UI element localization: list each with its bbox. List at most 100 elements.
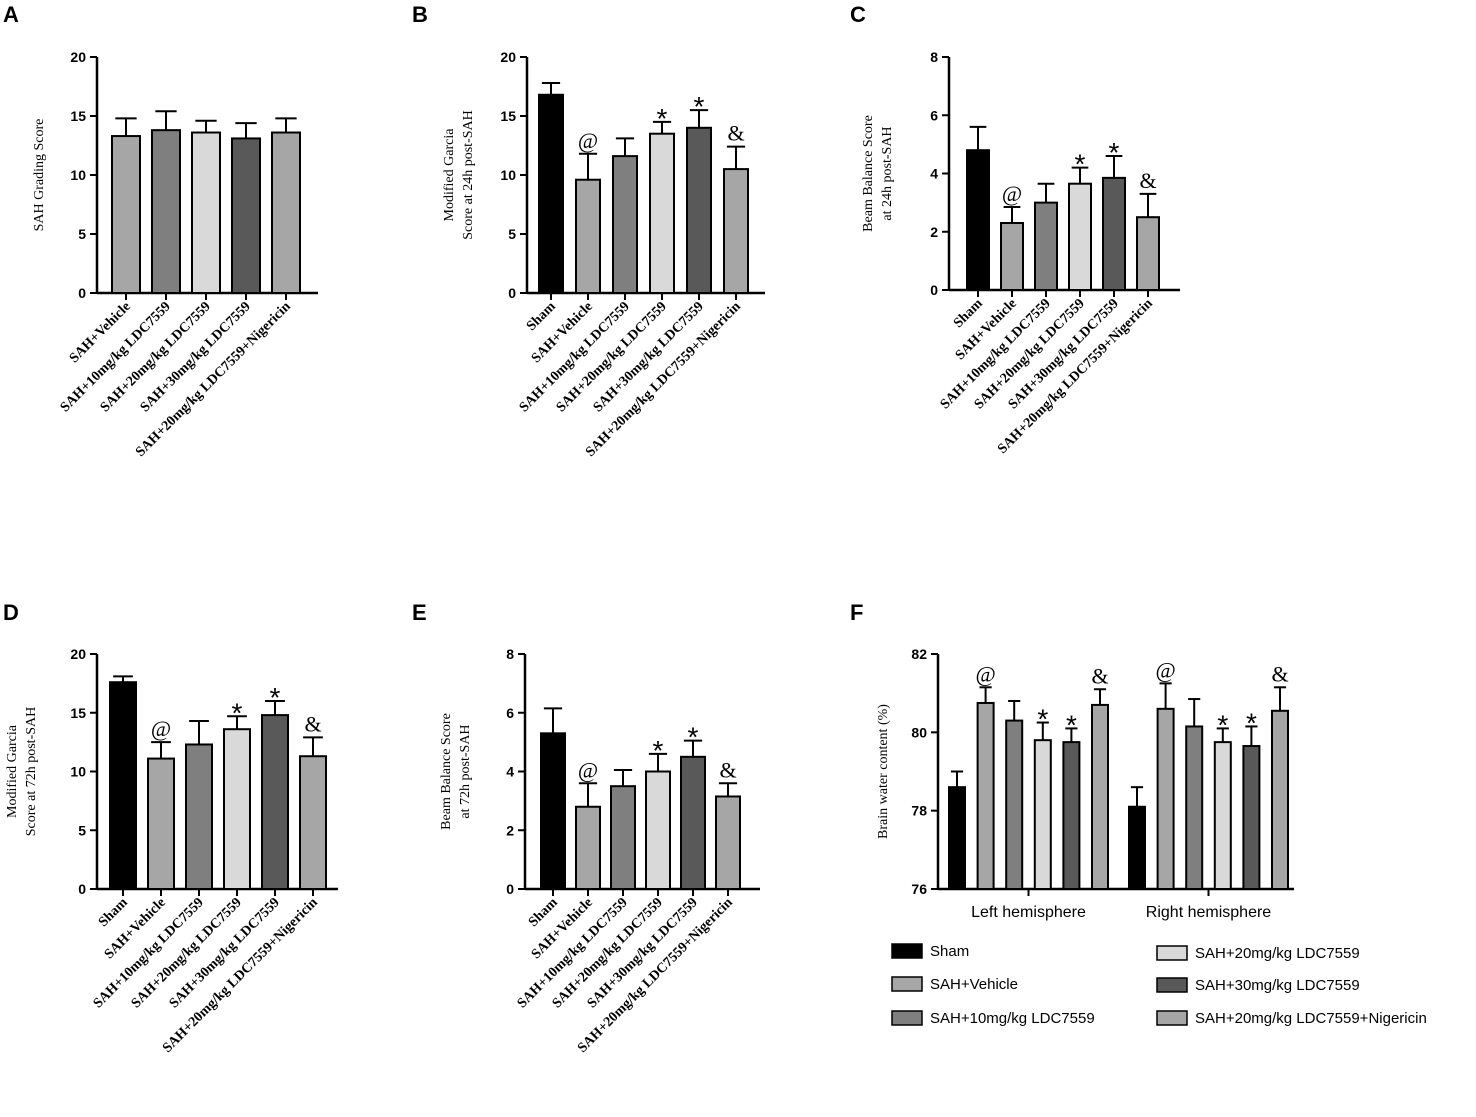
significance-marker: * [694, 91, 705, 122]
y-tick-label: 2 [506, 822, 514, 838]
significance-marker: * [1109, 137, 1120, 168]
bar [1271, 709, 1289, 891]
bar [1185, 725, 1204, 890]
bar [1136, 216, 1160, 291]
panel-letter: B [412, 2, 428, 27]
bar [151, 129, 181, 294]
y-tick-label: 78 [911, 803, 927, 819]
bar [1005, 719, 1024, 890]
bar [575, 805, 601, 890]
panel-b: B 0 5 10 15 20 Modified Garcia Score at 24h pos… [412, 2, 765, 460]
legend-swatch [891, 943, 923, 959]
bar [1156, 707, 1175, 890]
y-tick-label: 80 [911, 724, 927, 740]
significance-marker: * [657, 103, 668, 134]
legend-label: SAH+30mg/kg LDC7559 [1195, 977, 1360, 994]
bar [1062, 741, 1081, 890]
bar [299, 755, 327, 890]
significance-marker: * [1217, 709, 1228, 740]
significance-marker: @ [975, 661, 995, 686]
y-axis-title: Score at 24h post-SAH [461, 110, 476, 240]
legend: Sham SAH+Vehicle SAH+10mg/kg LDC7559 SAH+20… [891, 943, 1427, 1027]
significance-marker: & [1139, 168, 1156, 193]
bar [649, 132, 675, 294]
significance-marker: @ [578, 128, 598, 153]
y-tick-label: 0 [78, 285, 86, 301]
legend-swatch [1156, 1010, 1188, 1026]
y-tick-label: 76 [911, 881, 927, 897]
y-axis-title: Modified Garcia [442, 128, 457, 222]
legend-swatch [891, 1010, 923, 1026]
x-category-label: Sham [524, 299, 559, 334]
significance-marker: * [688, 722, 699, 753]
bar [261, 714, 289, 890]
y-tick-label: 10 [500, 167, 516, 183]
bar [538, 93, 564, 295]
significance-marker: * [653, 735, 664, 766]
bar [723, 168, 749, 295]
y-tick-label: 6 [506, 705, 514, 721]
significance-marker: * [1037, 704, 1048, 735]
bar [111, 135, 141, 294]
bar [109, 681, 137, 891]
y-axis-title: at 24h post-SAH [880, 126, 895, 220]
legend-label: SAH+20mg/kg LDC7559 [1195, 945, 1360, 962]
x-group-label: Right hemisphere [1146, 904, 1272, 921]
legend-swatch [891, 976, 923, 992]
x-category-label: Sham [96, 895, 131, 930]
legend-swatch [1156, 977, 1188, 993]
y-tick-label: 20 [500, 49, 516, 65]
y-axis-title: SAH Grading Score [32, 119, 47, 232]
y-tick-label: 10 [70, 764, 86, 780]
legend-label: Sham [930, 943, 969, 960]
bar [680, 755, 706, 890]
y-tick-label: 15 [500, 108, 516, 124]
bar [575, 178, 601, 294]
significance-marker: * [270, 682, 281, 713]
y-tick-label: 20 [70, 646, 86, 662]
panel-letter: A [3, 2, 19, 27]
y-tick-label: 6 [930, 107, 938, 123]
bar [147, 757, 175, 891]
legend-label: SAH+10mg/kg LDC7559 [930, 1010, 1095, 1027]
significance-marker: * [1246, 707, 1257, 738]
panel-letter: D [3, 600, 19, 625]
panel-letter: C [850, 2, 866, 27]
significance-marker: & [304, 711, 321, 736]
bar [191, 131, 221, 294]
y-tick-label: 5 [78, 226, 86, 242]
legend-label: SAH+Vehicle [930, 976, 1018, 993]
legend-swatch [1156, 945, 1188, 961]
y-tick-label: 0 [930, 282, 938, 298]
bar [645, 770, 671, 890]
bar [1034, 201, 1058, 291]
legend-label: SAH+20mg/kg LDC7559+Nigericin [1195, 1010, 1427, 1027]
y-tick-label: 0 [78, 881, 86, 897]
significance-marker: @ [151, 716, 171, 741]
y-axis-title: Modified Garcia [5, 724, 20, 818]
bar [715, 795, 741, 890]
bar [1091, 703, 1109, 891]
significance-marker: @ [578, 757, 598, 782]
significance-marker: * [1066, 709, 1077, 740]
y-axis-title: Score at 72h post-SAH [24, 707, 39, 837]
y-tick-label: 0 [506, 881, 514, 897]
significance-marker: * [1075, 149, 1086, 180]
bar [610, 785, 636, 890]
x-group-label: Left hemisphere [971, 904, 1086, 921]
panel-letter: F [850, 600, 863, 625]
significance-marker: & [1091, 663, 1108, 688]
bar [1128, 805, 1146, 890]
bar [686, 126, 712, 294]
y-tick-label: 0 [508, 285, 516, 301]
y-tick-label: 2 [930, 224, 938, 240]
y-axis-title: Beam Balance Score [439, 713, 454, 830]
y-tick-label: 4 [506, 764, 514, 780]
y-axis-title: Beam Balance Score [861, 115, 876, 232]
bar [976, 701, 995, 890]
